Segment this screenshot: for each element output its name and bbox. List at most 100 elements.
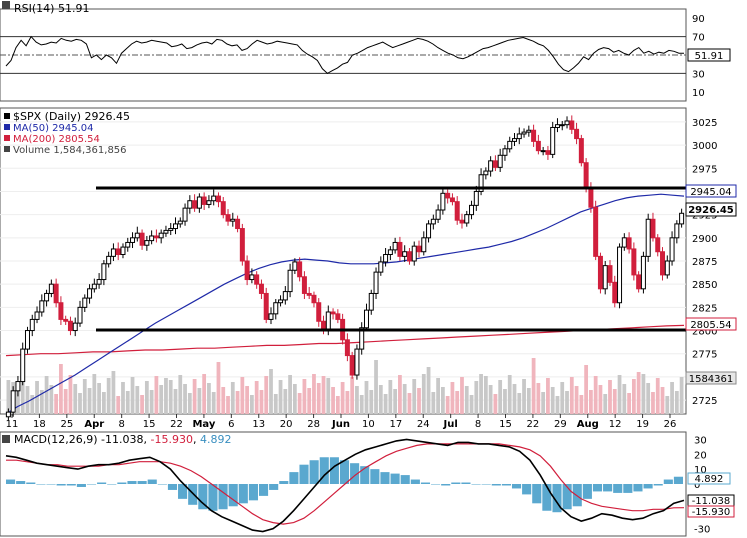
price-candle [416, 240, 422, 258]
volume-bar [92, 374, 97, 414]
volume-bar [374, 360, 378, 414]
macd-histogram-bar [410, 479, 420, 484]
macd-histogram-bar [673, 476, 683, 484]
price-candle [206, 195, 212, 209]
price-candle [593, 200, 599, 261]
volume-bar [574, 386, 579, 414]
volume-bar [121, 382, 125, 414]
volume-bar [469, 395, 474, 414]
volume-bar [417, 388, 421, 414]
macd-histogram-bar [137, 481, 147, 484]
date-tick-label: 12 [609, 419, 622, 430]
legend-entry: $SPX (Daily) 2926.45 [13, 110, 130, 123]
price-candle [636, 271, 642, 293]
macd-label: MACD(12,26,9) [14, 433, 98, 446]
volume-bar [202, 374, 207, 414]
svg-text:-11.038: -11.038 [692, 496, 731, 507]
volume-bar [63, 389, 68, 414]
volume-bar [164, 378, 168, 414]
date-tick-label: 15 [499, 419, 512, 430]
price-candle [426, 220, 432, 243]
price-candle [449, 193, 455, 206]
price-candle [430, 214, 436, 230]
macd-histogram-bar [86, 484, 97, 485]
price-candle [153, 229, 159, 243]
price-candle [507, 136, 513, 153]
rsi-tick-label: 70 [692, 33, 705, 44]
volume-bar [278, 380, 283, 414]
macd-histogram-bar [46, 484, 56, 485]
macd-signal-badge: -15.930 [687, 505, 735, 518]
close-value-badge: 2926.45 [685, 202, 737, 217]
date-tick-label: May [192, 419, 215, 430]
volume-bar [254, 381, 259, 414]
price-candle [139, 229, 145, 250]
price-candle [316, 298, 322, 327]
macd-histogram-bar [431, 484, 441, 485]
macd-tick-label: 30 [694, 435, 707, 446]
price-candle [554, 118, 560, 133]
macd-histogram-bar [582, 484, 592, 499]
price-tick-label: 3025 [692, 118, 717, 129]
price-candle [149, 230, 155, 245]
volume-bar [402, 384, 407, 414]
price-candle [268, 307, 274, 325]
macd-histogram-bar [603, 484, 613, 492]
volume-bar [555, 396, 560, 414]
price-candle [378, 256, 384, 276]
volume-bar [665, 396, 670, 414]
price-candle [67, 316, 73, 336]
price-tick-label: 2825 [692, 303, 717, 314]
volume-bar [641, 374, 646, 414]
macd-histogram-bar [258, 484, 269, 496]
date-tick-label: Aug [577, 419, 599, 430]
date-tick-label: 17 [389, 419, 402, 430]
price-candle [402, 245, 408, 262]
macd-histogram-bar [16, 481, 26, 484]
macd-tick-label: 20 [694, 450, 707, 461]
volume-bar [355, 386, 359, 414]
volume-bar [221, 387, 226, 414]
price-candle [597, 252, 603, 294]
volume-bar [173, 389, 178, 414]
volume-bar [16, 391, 20, 414]
price-candle [531, 124, 537, 147]
volume-bar [226, 396, 230, 414]
volume-bar [464, 386, 469, 414]
macd-histogram-bar [218, 484, 228, 510]
volume-bar [589, 390, 593, 414]
price-candle [545, 146, 551, 160]
volume-bar [636, 372, 641, 414]
volume-bar [144, 381, 149, 414]
macd-histogram-bar [157, 484, 167, 485]
price-candle [273, 299, 279, 320]
svg-text:-15.930: -15.930 [692, 507, 731, 518]
price-candle [368, 289, 374, 315]
price-candle [249, 268, 255, 284]
price-candle [669, 231, 675, 266]
macd-histogram-bar [481, 484, 491, 485]
volume-bar [312, 374, 316, 414]
ma50-line [5, 193, 685, 415]
volume-bar [230, 382, 235, 414]
volume-bar [369, 390, 374, 414]
price-candle [387, 246, 393, 261]
macd-histogram-bar [501, 484, 511, 486]
macd-histogram-bar [107, 484, 117, 485]
price-candle [5, 408, 11, 421]
price-candle [144, 235, 150, 251]
price-candle [363, 303, 369, 332]
date-tick-label: 15 [143, 419, 156, 430]
volume-bar [608, 380, 612, 414]
price-candle [158, 229, 164, 244]
price-tick-label: 2975 [692, 164, 717, 175]
volume-bar [197, 388, 202, 414]
price-candle [478, 168, 484, 196]
price-candle [82, 294, 88, 312]
price-candle [287, 263, 293, 298]
volume-bar [154, 376, 159, 414]
volume-value-badge: 1584361 [685, 371, 737, 385]
volume-bar [235, 391, 240, 414]
macd-histogram-bar [633, 484, 643, 492]
